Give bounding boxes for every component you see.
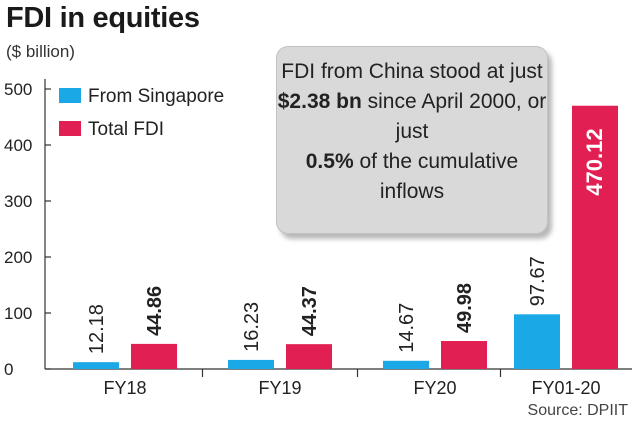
bar-singapore	[383, 360, 429, 369]
bar-singapore	[228, 359, 274, 369]
bar-value-label: 44.37	[299, 286, 321, 336]
callout-part-5: of the cumulative inflows	[359, 150, 519, 203]
bar-singapore	[514, 314, 560, 369]
y-tick-label: 400	[4, 136, 32, 155]
bar-total-fdi	[286, 344, 332, 369]
x-category-label: FY20	[413, 378, 456, 398]
callout-text: FDI from China stood at just $2.38 bn si…	[277, 57, 547, 207]
bar-singapore	[73, 362, 119, 369]
legend-swatch	[59, 88, 81, 103]
unit-label: ($ billion)	[6, 42, 75, 61]
callout-part-1: FDI from China stood at just	[281, 60, 543, 83]
bar-value-label: 97.67	[527, 256, 549, 306]
bar-value-label: 14.67	[396, 303, 418, 353]
y-tick-label: 200	[4, 248, 32, 267]
bar-value-label: 16.23	[241, 302, 263, 352]
legend-label: From Singapore	[88, 86, 224, 107]
bar-value-label: 12.18	[86, 304, 108, 354]
legend-swatch	[59, 121, 81, 136]
bar-total-fdi	[131, 343, 177, 369]
legend-label: Total FDI	[88, 119, 164, 140]
y-tick-label: 500	[4, 80, 32, 99]
x-category-label: FY01-20	[531, 378, 600, 398]
callout-part-3: since April 2000, or just	[367, 90, 547, 143]
callout-highlight-share: 0.5%	[305, 150, 354, 173]
bar-total-fdi	[441, 341, 487, 369]
bar-value-label: 49.98	[454, 283, 476, 333]
source-note: Source: DPIIT	[527, 402, 628, 419]
china-fdi-callout: FDI from China stood at just $2.38 bn si…	[276, 46, 548, 234]
bar-value-label: 44.86	[144, 286, 166, 336]
y-tick-label: 0	[4, 360, 13, 379]
bar-total-fdi	[572, 105, 618, 370]
x-category-label: FY19	[258, 378, 301, 398]
y-tick-label: 100	[4, 304, 32, 323]
x-category-label: FY18	[103, 378, 146, 398]
y-tick-label: 300	[4, 192, 32, 211]
callout-highlight-amount: $2.38 bn	[277, 90, 362, 113]
chart-title: FDI in equities	[6, 2, 200, 34]
bar-value-label: 470.12	[582, 128, 607, 195]
